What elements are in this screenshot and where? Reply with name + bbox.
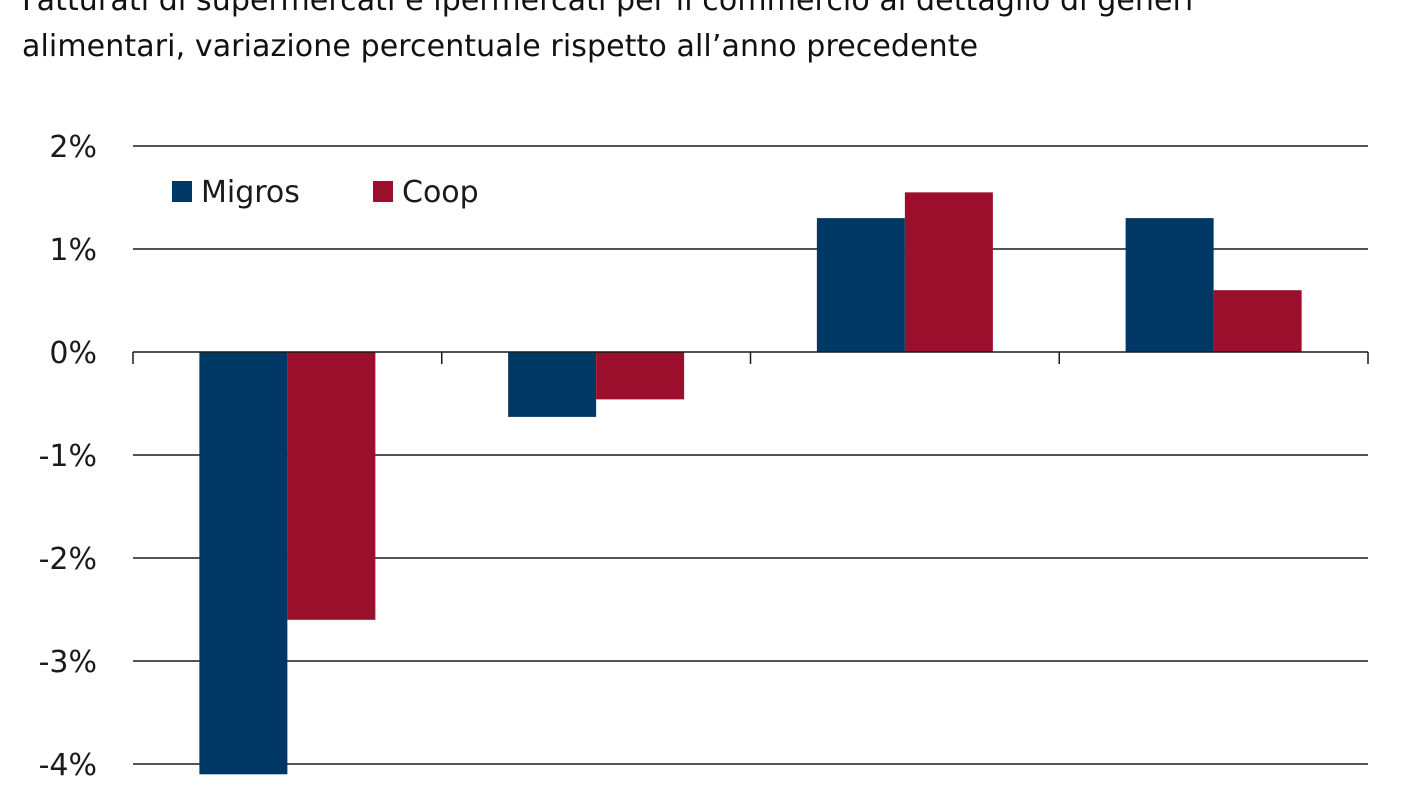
y-tick-label: -2% — [39, 542, 97, 577]
y-tick-label: 2% — [49, 130, 97, 165]
legend: Migros Coop — [172, 175, 479, 210]
bar-migros-2 — [508, 352, 597, 417]
y-tick-label: -4% — [39, 748, 97, 783]
chart-title: Fatturati di supermercati e ipermercati … — [22, 0, 1402, 70]
bars — [199, 192, 1302, 775]
legend-swatch-coop — [373, 181, 393, 202]
legend-label-coop: Coop — [402, 175, 479, 210]
legend-swatch-migros — [172, 181, 192, 202]
bar-migros-3 — [816, 218, 905, 352]
chart-title-line-1: Fatturati di supermercati e ipermercati … — [22, 0, 1194, 18]
bar-migros-1 — [199, 352, 288, 775]
y-axis-tick-labels: 2% 1% 0% -1% -2% -3% -4% — [39, 130, 97, 783]
y-tick-label: -3% — [39, 645, 97, 680]
bar-coop-2 — [596, 352, 685, 400]
bar-coop-3 — [904, 192, 993, 352]
zero-axis — [132, 351, 1369, 364]
y-tick-label: -1% — [39, 439, 97, 474]
legend-label-migros: Migros — [201, 175, 300, 210]
chart-title-line-2: alimentari, variazione percentuale rispe… — [22, 29, 979, 64]
bar-migros-4 — [1125, 218, 1214, 352]
bar-coop-1 — [287, 352, 376, 620]
y-tick-label: 1% — [49, 233, 97, 268]
bar-coop-4 — [1213, 290, 1302, 352]
y-tick-label: 0% — [49, 336, 97, 371]
